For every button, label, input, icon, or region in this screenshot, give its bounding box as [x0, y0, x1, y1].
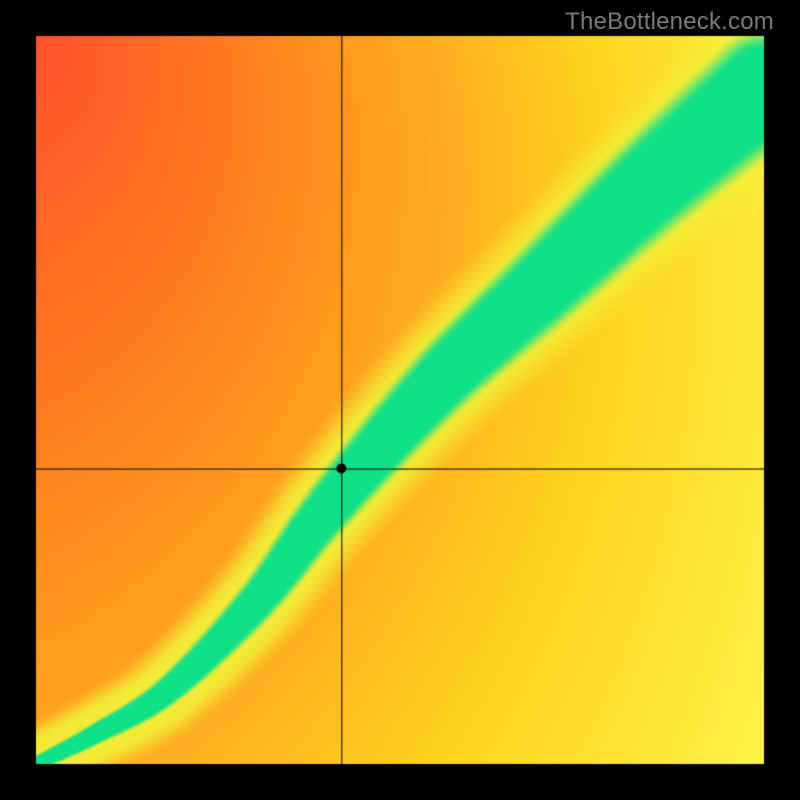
watermark-text: TheBottleneck.com [565, 8, 774, 36]
chart-container: TheBottleneck.com [0, 0, 800, 800]
bottleneck-heatmap [0, 0, 800, 800]
